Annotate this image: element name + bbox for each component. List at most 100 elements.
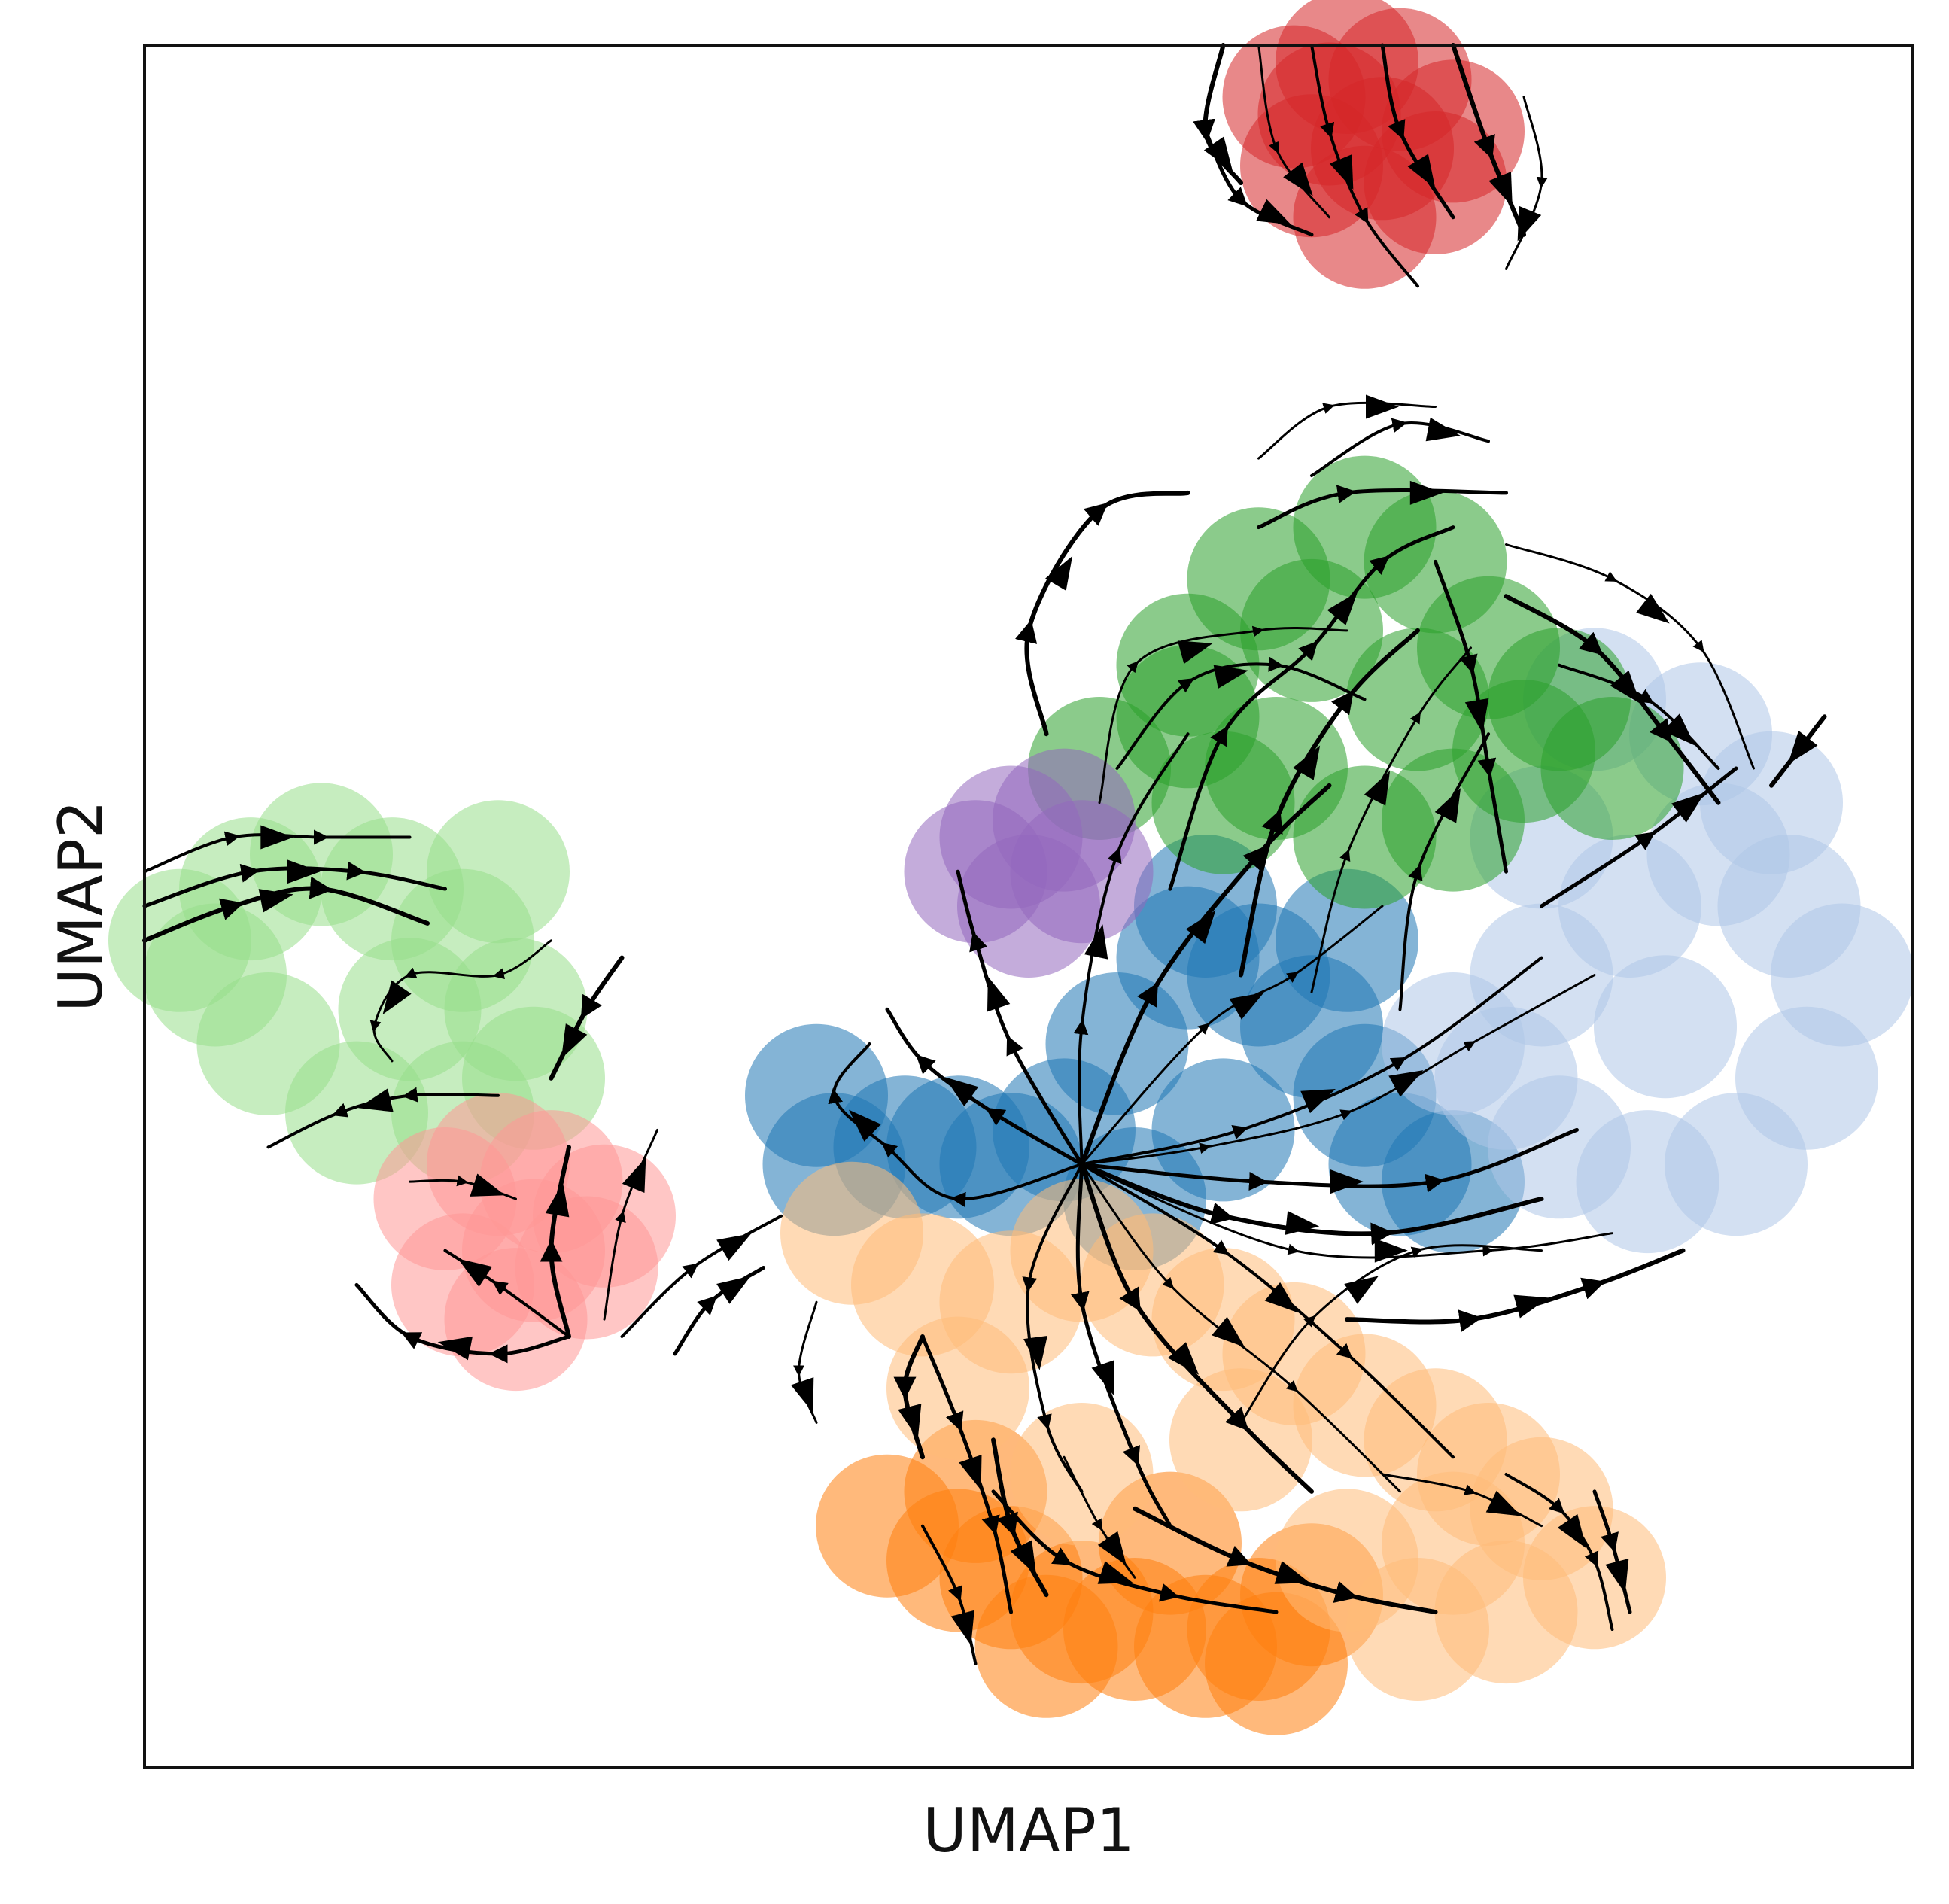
cluster-8 <box>904 748 1154 978</box>
streamline-arrowhead <box>1084 924 1108 960</box>
streamline-arrowhead <box>716 1233 752 1261</box>
streamline-arrowhead <box>1010 1540 1037 1575</box>
streamline-arrowhead <box>1409 480 1443 505</box>
streamline-arrowhead <box>1662 713 1695 746</box>
y-axis-label: UMAP2 <box>46 800 116 1011</box>
cluster-6-point <box>144 903 287 1047</box>
streamline-arrowhead <box>1485 1490 1522 1516</box>
velocity-streamline <box>1079 783 1332 1167</box>
streamline-arrowhead <box>1300 1088 1336 1114</box>
streamline-arrowhead <box>545 1182 570 1218</box>
streamline-arrowhead <box>1285 1211 1320 1235</box>
cluster-4-point <box>886 1316 1029 1460</box>
streamline-arrowhead <box>1274 1561 1310 1584</box>
streamline-arrowhead <box>1407 154 1436 189</box>
streamline-arrowhead <box>1374 1238 1408 1263</box>
velocity-streamline <box>1558 663 1720 770</box>
cluster-2-point <box>1151 731 1295 874</box>
streamline-arrowhead <box>622 1157 646 1194</box>
velocity-streamline <box>1168 525 1455 891</box>
velocity-streamline <box>921 1524 978 1665</box>
cluster-2-point <box>1540 697 1684 840</box>
cell-points-layer <box>108 0 1914 1735</box>
streamline-arrowhead <box>944 1077 979 1107</box>
velocity-streamline <box>1505 96 1548 270</box>
streamline-arrowhead <box>1327 592 1358 625</box>
velocity-streamline <box>893 1334 925 1460</box>
velocity-streamline <box>1257 485 1508 530</box>
velocity-streamlines-layer <box>142 43 1827 1665</box>
streamline-arrowhead <box>1364 771 1391 806</box>
streamline-arrowhead <box>1434 788 1461 823</box>
velocity-streamline <box>673 1266 765 1356</box>
velocity-streamline <box>549 955 625 1081</box>
streamline-arrowhead <box>260 825 294 850</box>
streamline-arrowhead <box>898 1404 922 1439</box>
streamline-arrowhead <box>1097 1561 1133 1584</box>
velocity-streamline <box>1380 43 1455 220</box>
streamline-arrowhead <box>1256 199 1291 225</box>
velocity-streamline <box>1451 43 1526 237</box>
streamline-arrowhead <box>561 1023 588 1059</box>
velocity-streamline <box>603 1128 658 1321</box>
streamline-arrowhead <box>959 1455 982 1490</box>
streamline-arrowhead <box>1229 992 1264 1020</box>
streamline-arrowhead <box>1023 1336 1047 1370</box>
streamline-arrowhead <box>987 976 1011 1012</box>
cluster-1-point <box>1700 731 1843 874</box>
streamline-arrowhead <box>1045 555 1073 591</box>
streamline-arrowhead <box>1605 1559 1629 1594</box>
velocity-streamline <box>620 1214 783 1338</box>
streamline-arrowhead <box>458 1258 492 1287</box>
streamline-arrowhead <box>358 1088 394 1112</box>
cluster-5 <box>1222 0 1525 289</box>
velocity-streamline <box>443 1249 570 1338</box>
velocity-streamline <box>369 939 552 1063</box>
velocity-streamline <box>991 1437 1049 1598</box>
streamline-arrowhead <box>1488 172 1513 207</box>
streamline-arrowhead <box>1330 1169 1364 1194</box>
velocity-streamline <box>540 1145 571 1339</box>
streamline-arrowhead <box>1513 1294 1549 1319</box>
streamline-arrowhead <box>1557 1513 1586 1549</box>
streamline-arrowhead <box>1425 417 1461 442</box>
streamline-arrowhead <box>258 889 293 913</box>
velocity-streamline <box>792 1300 818 1424</box>
streamline-arrowhead <box>1464 698 1489 733</box>
plot-frame <box>143 44 1914 1769</box>
velocity-streamline <box>1257 44 1330 219</box>
velocity-streamline <box>1080 956 1543 1166</box>
streamline-arrowhead <box>849 1109 881 1142</box>
streamline-arrowhead <box>1366 394 1399 419</box>
streamline-arrowhead <box>1344 1276 1379 1304</box>
velocity-streamline <box>1193 43 1243 185</box>
velocity-streamline <box>1381 1473 1543 1528</box>
streamline-arrowhead <box>791 1377 814 1413</box>
velocity-streamline <box>1505 543 1755 770</box>
streamline-arrowhead <box>1091 1360 1114 1396</box>
streamline-arrowhead <box>1517 205 1542 242</box>
velocity-streamline <box>1345 1248 1686 1333</box>
streamline-arrowhead <box>1283 162 1313 196</box>
velocity-streamline <box>1592 1489 1632 1614</box>
streamline-arrowhead <box>1671 792 1705 823</box>
streamline-arrowhead <box>1264 1282 1298 1313</box>
cluster-4-point <box>1010 1403 1154 1546</box>
streamline-arrowhead <box>437 1336 473 1361</box>
streamline-arrowhead <box>470 1173 506 1197</box>
streamline-arrowhead <box>382 980 412 1014</box>
streamline-arrowhead <box>1203 136 1233 171</box>
streamline-arrowhead <box>716 1276 751 1304</box>
velocity-streamline <box>1310 418 1490 477</box>
cluster-6-point <box>427 800 570 944</box>
streamline-arrowhead <box>1787 730 1818 765</box>
streamline-arrowhead <box>950 1610 974 1646</box>
cluster-4-point <box>1169 1368 1312 1512</box>
velocity-streamline <box>828 1042 1084 1207</box>
cluster-4-point <box>1382 1471 1525 1615</box>
streamline-arrowhead <box>1329 154 1354 190</box>
cluster-1-point <box>1434 1006 1578 1150</box>
streamline-arrowhead <box>1636 593 1670 624</box>
